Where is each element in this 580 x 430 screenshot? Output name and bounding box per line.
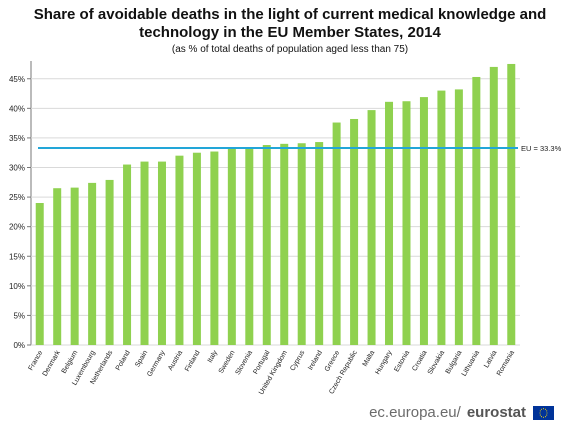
chart-title: Share of avoidable deaths in the light o… [0,6,580,42]
bar [262,145,271,345]
x-tick-label: Austria [167,349,184,371]
bar [88,182,97,345]
eurostat-brand: eurostat [466,404,526,421]
bar [210,151,219,345]
x-tick-label: Germany [146,349,167,378]
x-tick-label: Lithuania [461,349,481,377]
bar [175,155,184,345]
bar [419,97,428,345]
x-tick-label: Finland [184,349,202,372]
x-tick-label: Ireland [307,349,324,371]
y-tick-label: 45% [9,75,25,84]
bar [454,89,463,346]
bar [53,188,62,345]
bar [297,143,306,345]
y-tick-label: 10% [9,282,25,291]
x-tick-label: Estonia [393,349,411,373]
x-tick-label: Belgium [61,349,80,375]
chart-title-line-2: technology in the EU Member States, 2014 [139,24,441,41]
x-tick-label: Slovenia [235,349,255,376]
x-tick-label: Cyprus [289,349,306,372]
x-tick-label: Sweden [218,349,237,374]
x-tick-label: Spain [134,349,149,368]
y-tick-label: 30% [9,164,25,173]
source-domain: ec.europa.eu/ [369,404,461,421]
y-tick-label: 5% [13,311,25,320]
y-tick-label: 35% [9,134,25,143]
x-tick-label: Poland [115,349,132,371]
bar [140,161,149,345]
chart-subtitle: (as % of total deaths of population aged… [171,44,409,55]
bar [70,187,79,345]
bar [35,203,44,345]
bar [123,164,132,345]
bar [157,161,166,345]
x-tick-label: Malta [362,349,377,367]
y-tick-label: 15% [9,252,25,261]
x-tick-label: France [28,349,45,371]
bar [507,63,516,345]
bar [315,142,324,345]
bar [332,122,341,346]
x-tick-label: Portugal [252,349,271,375]
y-tick-label: 25% [9,193,25,202]
source-footer: ec.europa.eu/ eurostat [369,404,554,422]
y-tick-label: 0% [13,341,25,350]
x-tick-label: Romania [496,349,516,377]
x-tick-label: Bulgaria [445,349,464,375]
x-tick-label: Croatia [411,349,428,372]
x-tick-label: Italy [207,349,220,364]
bar [192,152,201,345]
x-tick-label: Greece [324,349,342,372]
x-tick-label: Slovakia [427,349,446,376]
x-tick-label: Latvia [483,349,498,369]
x-tick-label: Denmark [42,349,63,378]
bar [402,101,411,345]
bar [367,110,376,345]
bar [245,147,254,345]
y-tick-label: 40% [9,104,25,113]
bar [227,148,236,345]
eu-flag-icon [533,406,554,420]
y-tick-label: 20% [9,223,25,232]
bar [437,90,446,345]
bar [472,76,481,345]
bar [350,118,359,345]
bar [385,101,394,345]
x-tick-label: Hungary [374,349,394,376]
eu-average-label: EU = 33.3% [521,144,562,153]
chart-title-line-1: Share of avoidable deaths in the light o… [33,6,547,23]
bar [105,179,114,345]
bar [280,143,289,345]
bar [489,66,498,346]
